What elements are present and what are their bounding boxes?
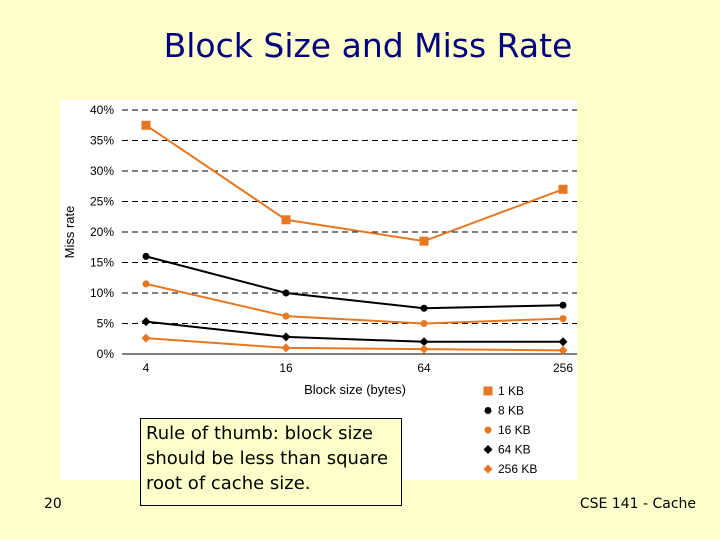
data-point (419, 337, 429, 347)
data-point (141, 317, 151, 327)
data-point (282, 312, 290, 320)
y-tick-label: 15% (90, 256, 114, 270)
data-point (142, 280, 150, 288)
data-point (420, 304, 428, 312)
data-point (559, 301, 567, 309)
legend-label: 8 KB (498, 404, 524, 418)
y-tick-label: 20% (90, 225, 114, 239)
data-point (419, 236, 429, 246)
data-point (141, 120, 151, 130)
legend-marker (483, 445, 493, 454)
y-tick-label: 30% (90, 164, 114, 178)
series-line (145, 337, 564, 352)
y-tick-label: 5% (97, 317, 115, 331)
data-point (281, 215, 291, 225)
data-point (141, 333, 151, 343)
y-tick-label: 40% (90, 103, 114, 117)
legend-label: 16 KB (498, 423, 531, 437)
series-line (145, 124, 564, 243)
data-point (558, 184, 568, 194)
data-point (281, 332, 291, 342)
y-tick-label: 0% (97, 347, 115, 361)
legend-label: 1 KB (498, 384, 524, 398)
miss-rate-chart: 0% 5% 10% 15% 20% 25% 30% 35% 40% 4 16 64 256 Block s… (62, 103, 577, 476)
y-axis-label: Miss rate (62, 206, 77, 259)
data-point (419, 344, 429, 354)
data-point (559, 315, 567, 323)
data-point (558, 337, 568, 347)
data-point (558, 345, 568, 355)
y-tick-label: 25% (90, 195, 114, 209)
x-tick-label: 4 (143, 361, 150, 375)
rule-of-thumb-note: Rule of thumb: block size should be less… (140, 418, 402, 506)
slide-number: 20 (44, 496, 62, 512)
data-point (420, 320, 428, 327)
legend-marker (484, 426, 492, 434)
data-point (282, 289, 290, 297)
chart-panel: 0% 5% 10% 15% 20% 25% 30% 35% 40% 4 16 64 256 Block s… (60, 100, 577, 480)
legend-label: 256 KB (498, 462, 537, 476)
y-tick-label: 35% (90, 134, 114, 148)
legend-marker (484, 407, 492, 414)
series-line (145, 282, 564, 325)
data-point (142, 252, 150, 260)
x-tick-label: 16 (279, 361, 293, 375)
y-tick-label: 10% (90, 286, 114, 300)
series-line (145, 255, 564, 310)
series-line (145, 320, 563, 343)
x-tick-label: 256 (553, 361, 573, 375)
legend-marker (483, 464, 493, 474)
x-axis-label: Block size (bytes) (304, 382, 406, 397)
x-tick-label: 64 (417, 361, 431, 375)
legend-marker (483, 386, 493, 396)
data-point (281, 343, 291, 353)
footer-course: CSE 141 - Cache (579, 496, 696, 512)
legend-label: 64 KB (498, 443, 531, 457)
slide-title: Block Size and Miss Rate (163, 26, 573, 65)
